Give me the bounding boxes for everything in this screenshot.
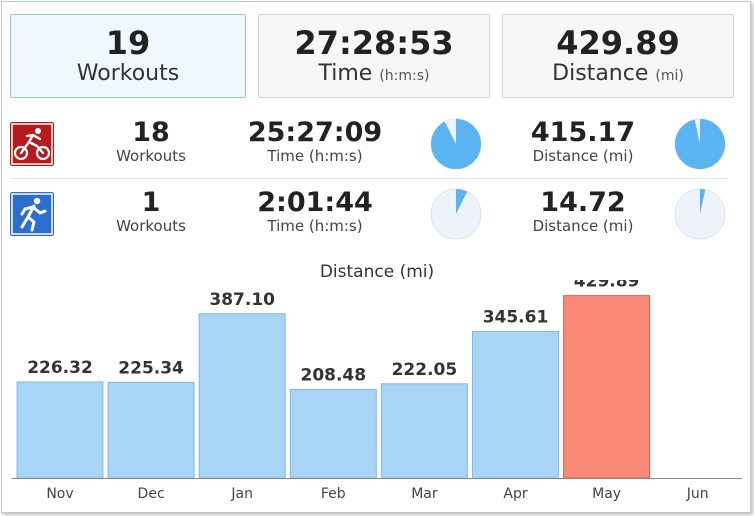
summary-distance-value: 429.89 [556,24,680,62]
summary-time-label: Time (h:m:s) [259,61,489,89]
summary-time-unit: (h:m:s) [379,68,430,84]
cycling-distance-pie-slice [675,119,725,169]
cycling-time-pie [430,118,482,170]
running-workouts-label: Workouts [116,217,186,235]
distance-bar-chart: 226.32 Nov 225.34 Dec 387.10 Jan 208.48 Feb 222.… [12,280,742,502]
bar-value-label-feb: 208.48 [300,366,366,386]
bar-value-label-dec: 225.34 [118,358,184,378]
x-tick-label-may: May [592,486,621,502]
cycling-distance-stat: 415.17 Distance (mi) [518,117,648,165]
cycling-distance-label: Distance (mi) [532,147,634,165]
cycling-time-stat: 25:27:09 Time (h:m:s) [240,117,390,165]
cycling-icon-wheel-front [35,145,51,161]
running-workouts-stat: 1 Workouts [96,187,206,235]
bar-may[interactable] [563,295,651,479]
chart-title: Distance (mi) [319,262,435,282]
cycling-icon-body [19,133,45,155]
summary-workouts-box[interactable]: 19 Workouts [10,14,246,98]
running-workouts-value: 1 [141,187,161,218]
bar-nov[interactable] [16,381,104,479]
summary-time-label-text: Time [318,61,373,86]
x-tick-label-mar: Mar [411,486,438,502]
bar-dec[interactable] [107,381,195,479]
summary-workouts-label: Workouts [76,61,180,86]
cycling-distance-value: 415.17 [530,117,636,148]
x-tick-label-apr: Apr [503,486,527,502]
running-distance-pie [674,188,726,240]
bar-value-label-nov: 226.32 [27,358,93,378]
running-icon-bg [10,192,54,236]
running-distance-value: 14.72 [540,187,626,218]
running-time-value: 2:01:44 [257,187,373,218]
sport-row-cycling[interactable]: 18 Workouts 25:27:09 Time (h:m:s) 415.17… [10,110,728,180]
running-time-pie-slice [456,189,468,214]
running-time-stat: 2:01:44 Time (h:m:s) [240,187,390,235]
running-time-pie [430,188,482,240]
summary-time-value: 27:28:53 [294,24,454,62]
running-distance-pie-slice [700,189,706,214]
summary-time-box[interactable]: 27:28:53 Time (h:m:s) [258,14,490,98]
cycling-distance-pie [674,118,726,170]
summary-distance-label: Distance (mi) [503,61,733,89]
cycling-time-label: Time (h:m:s) [267,147,363,165]
cycling-workouts-value: 18 [132,117,170,148]
x-tick-label-feb: Feb [321,486,346,502]
bar-value-label-jan: 387.10 [209,290,275,310]
bar-value-label-may: 429.89 [574,280,640,292]
cycling-workouts-label: Workouts [116,147,186,165]
summary-distance-box[interactable]: 429.89 Distance (mi) [502,14,734,98]
cycling-time-value: 25:27:09 [247,117,383,148]
running-icon [10,192,54,236]
x-tick-label-jun: Jun [686,486,709,502]
running-icon-body [20,204,47,232]
x-tick-label-dec: Dec [138,486,165,502]
cycling-time-pie-slice [431,119,481,169]
bar-value-label-apr: 345.61 [483,307,549,327]
cycling-workouts-stat: 18 Workouts [96,117,206,165]
x-tick-label-jan: Jan [230,486,253,502]
running-icon-head [33,197,41,205]
summary-distance-unit: (mi) [655,68,684,84]
running-icon-border [11,193,53,235]
summary-workouts-value: 19 [105,24,151,62]
bar-jan[interactable] [198,313,286,479]
row-divider [10,178,728,179]
bar-apr[interactable] [472,330,559,479]
bar-value-label-mar: 222.05 [392,360,458,380]
running-distance-stat: 14.72 Distance (mi) [518,187,648,235]
bar-mar[interactable] [380,383,468,479]
bar-feb[interactable] [289,389,377,479]
running-distance-label: Distance (mi) [532,217,634,235]
running-time-label: Time (h:m:s) [267,217,363,235]
summary-distance-label-text: Distance [552,61,649,86]
x-tick-label-nov: Nov [46,486,73,502]
sport-row-running[interactable]: 1 Workouts 2:01:44 Time (h:m:s) 14.72 Di… [10,180,728,250]
cycling-icon [10,122,54,166]
cycling-icon-border [11,123,53,165]
cycling-icon-head [35,128,41,134]
cycling-icon-wheel-back [13,145,29,161]
